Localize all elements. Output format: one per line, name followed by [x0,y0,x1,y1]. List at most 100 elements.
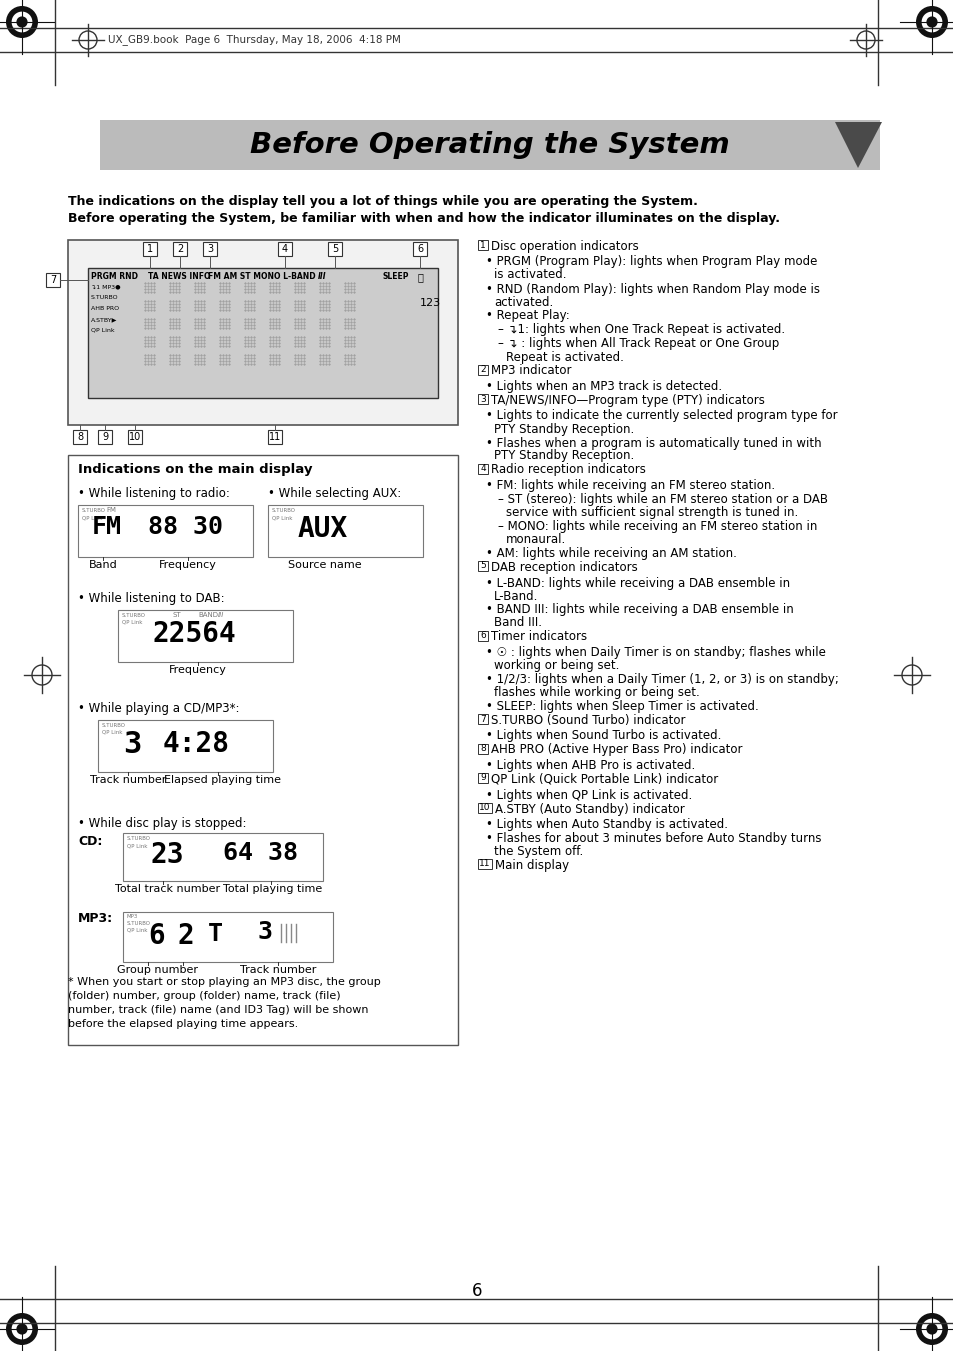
Text: S.TURBO (Sound Turbo) indicator: S.TURBO (Sound Turbo) indicator [491,713,685,727]
Text: Frequency: Frequency [169,665,227,676]
Text: 123: 123 [419,299,440,308]
Bar [78,505,253,557]
Bar [413,242,427,255]
Bar [100,120,859,170]
Text: 6: 6 [479,631,485,640]
Text: QP Link: QP Link [122,620,142,626]
Text: • SLEEP: lights when Sleep Timer is activated.: • SLEEP: lights when Sleep Timer is acti… [485,700,758,713]
Circle shape [925,1324,937,1335]
Text: Source name: Source name [288,561,361,570]
Text: 3: 3 [207,245,213,254]
Bar [98,430,112,444]
Text: – MONO: lights while receiving an FM stereo station in: – MONO: lights while receiving an FM ste… [497,520,817,534]
Bar [477,743,488,754]
Text: 8: 8 [479,744,485,753]
Text: S.TURBO: S.TURBO [82,508,106,513]
Bar [477,240,488,250]
Text: • While listening to DAB:: • While listening to DAB: [78,592,224,605]
Text: ⌚: ⌚ [417,272,423,282]
Text: 2: 2 [178,921,194,950]
Text: A.STBY▶: A.STBY▶ [91,317,117,322]
Text: S.TURBO: S.TURBO [127,836,151,842]
Text: 23: 23 [151,842,184,869]
Text: MP3: MP3 [127,915,138,919]
Bar [477,394,488,404]
Text: L-Band.: L-Band. [494,589,537,603]
Text: • Flashes for about 3 minutes before Auto Standby turns: • Flashes for about 3 minutes before Aut… [485,832,821,844]
Text: • Lights when QP Link is activated.: • Lights when QP Link is activated. [485,789,692,801]
Circle shape [6,5,38,38]
Text: Elapsed playing time: Elapsed playing time [164,775,281,785]
Bar [88,267,437,399]
Text: • ☉ : lights when Daily Timer is on standby; flashes while: • ☉ : lights when Daily Timer is on stan… [485,646,825,659]
Text: activated.: activated. [494,296,553,308]
Text: 88 30: 88 30 [148,515,223,539]
Bar [118,611,293,662]
Text: 4:28: 4:28 [163,730,230,758]
Text: 9: 9 [102,432,108,442]
Bar [477,463,488,473]
Text: ↴1 MP3●: ↴1 MP3● [91,284,120,289]
Text: • RND (Random Play): lights when Random Play mode is: • RND (Random Play): lights when Random … [485,282,820,296]
Text: ST: ST [172,612,181,617]
Text: • Repeat Play:: • Repeat Play: [485,309,569,323]
Text: 3: 3 [479,394,485,404]
Bar [477,631,488,640]
Text: AUX: AUX [297,515,348,543]
Text: The indications on the display tell you a lot of things while you are operating : The indications on the display tell you … [68,195,698,208]
Polygon shape [840,120,879,170]
Text: flashes while working or being set.: flashes while working or being set. [494,686,699,698]
Text: S.TURBO: S.TURBO [272,508,295,513]
Text: MP3 indicator: MP3 indicator [491,365,571,377]
Text: AHB PRO (Active Hyper Bass Pro) indicator: AHB PRO (Active Hyper Bass Pro) indicato… [491,743,741,757]
Text: – ↴1: lights when One Track Repeat is activated.: – ↴1: lights when One Track Repeat is ac… [497,323,784,336]
Text: Frequency: Frequency [159,561,216,570]
Bar [123,912,333,962]
Text: • While listening to radio:: • While listening to radio: [78,486,230,500]
Text: Total track number: Total track number [115,884,220,894]
Text: Indications on the main display: Indications on the main display [78,463,313,476]
Bar [268,430,282,444]
Circle shape [11,12,32,32]
Text: • BAND III: lights while receiving a DAB ensemble in: • BAND III: lights while receiving a DAB… [485,604,793,616]
Bar [123,834,323,881]
Polygon shape [834,122,882,168]
Text: MP3:: MP3: [78,912,113,925]
Text: TA NEWS INFO: TA NEWS INFO [148,272,211,281]
Text: 4: 4 [282,245,288,254]
Circle shape [915,5,947,38]
Text: S.TURBO: S.TURBO [102,723,126,728]
Text: • L-BAND: lights while receiving a DAB ensemble in: • L-BAND: lights while receiving a DAB e… [485,577,789,589]
Text: • Flashes when a program is automatically tuned in with: • Flashes when a program is automaticall… [485,436,821,450]
Bar [477,713,488,724]
Bar [68,240,457,426]
Text: Radio reception indicators: Radio reception indicators [491,463,645,477]
Circle shape [915,1313,947,1346]
Text: 7: 7 [479,715,485,724]
Text: 2: 2 [479,365,485,374]
Text: 64 38: 64 38 [223,842,297,865]
Text: QP Link: QP Link [127,843,148,848]
Text: TA/NEWS/INFO—Program type (PTY) indicators: TA/NEWS/INFO—Program type (PTY) indicato… [491,394,764,407]
Text: • While playing a CD/MP3*:: • While playing a CD/MP3*: [78,703,239,715]
Bar [268,505,422,557]
Text: • PRGM (Program Play): lights when Program Play mode: • PRGM (Program Play): lights when Progr… [485,255,817,269]
Bar [143,242,157,255]
Text: monaural.: monaural. [505,534,566,546]
Text: • 1/2/3: lights when a Daily Timer (1, 2, or 3) is on standby;: • 1/2/3: lights when a Daily Timer (1, 2… [485,673,838,686]
Text: Before Operating the System: Before Operating the System [250,131,729,159]
Text: • Lights when AHB Pro is activated.: • Lights when AHB Pro is activated. [485,759,695,771]
Text: 3: 3 [257,920,273,944]
Text: S.TURBO: S.TURBO [91,295,118,300]
Text: 6: 6 [148,921,165,950]
Bar [477,859,492,869]
Text: QP Link: QP Link [91,328,114,332]
Bar [477,561,488,571]
Text: Band: Band [89,561,117,570]
Circle shape [921,1319,942,1339]
Text: 1: 1 [479,240,485,250]
Text: S.TURBO: S.TURBO [127,921,151,925]
Text: 6: 6 [416,245,422,254]
Text: QP Link (Quick Portable Link) indicator: QP Link (Quick Portable Link) indicator [491,773,718,786]
Text: FM AM ST MONO L-BAND: FM AM ST MONO L-BAND [208,272,315,281]
